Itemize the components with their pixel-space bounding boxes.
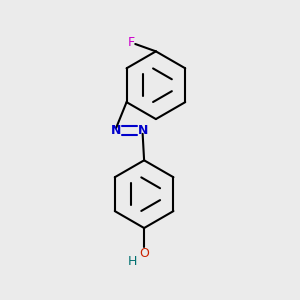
Text: N: N <box>111 124 121 137</box>
Text: F: F <box>127 36 134 49</box>
Text: O: O <box>139 247 149 260</box>
Text: H: H <box>128 255 137 268</box>
Text: N: N <box>137 124 148 137</box>
